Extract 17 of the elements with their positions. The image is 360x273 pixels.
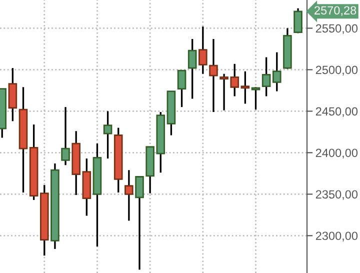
candlestick xyxy=(61,106,70,166)
candlestick xyxy=(188,38,197,100)
y-tick-label: 2350,00 xyxy=(316,190,358,200)
y-tick-label: 2550,00 xyxy=(316,24,358,34)
candlestick xyxy=(262,56,271,98)
candlestick xyxy=(272,51,282,92)
text: 2570,28 xyxy=(314,6,356,16)
candlestick xyxy=(124,169,134,222)
candlestick xyxy=(251,86,260,110)
candlestick xyxy=(103,110,112,160)
y-tick-label: 2450,00 xyxy=(316,107,358,117)
candlestick xyxy=(240,70,250,105)
candlestick xyxy=(177,70,186,108)
y-tick-label: 2300,00 xyxy=(316,232,358,242)
y-tick-label: 2400,00 xyxy=(316,148,358,158)
candlestick xyxy=(294,7,302,34)
y-tick-label: 2500,00 xyxy=(316,66,358,76)
